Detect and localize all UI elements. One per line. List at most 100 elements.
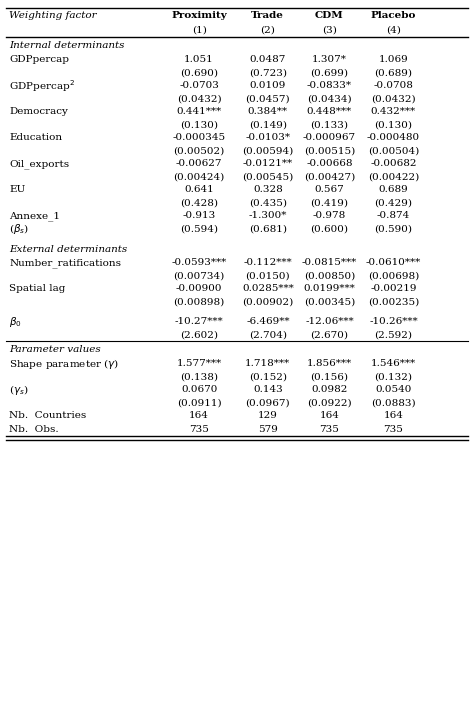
Text: (1): (1): [191, 26, 207, 35]
Text: 0.641: 0.641: [184, 185, 214, 194]
Text: Oil_exports: Oil_exports: [9, 159, 70, 169]
Text: -0.0815***: -0.0815***: [302, 258, 357, 268]
Text: (2.602): (2.602): [180, 330, 218, 340]
Text: (0.0911): (0.0911): [177, 398, 221, 407]
Text: (0.681): (0.681): [249, 225, 287, 233]
Text: 0.0109: 0.0109: [250, 81, 286, 90]
Text: (0.0457): (0.0457): [246, 94, 290, 103]
Text: -0.000480: -0.000480: [367, 133, 420, 142]
Text: (0.419): (0.419): [310, 198, 348, 208]
Text: -10.27***: -10.27***: [175, 317, 223, 326]
Text: (0.00515): (0.00515): [304, 146, 355, 155]
Text: 1.577***: 1.577***: [176, 359, 222, 369]
Text: (2.670): (2.670): [310, 330, 348, 340]
Text: (0.00424): (0.00424): [173, 172, 225, 181]
Text: (3): (3): [322, 26, 337, 35]
Text: (0.00345): (0.00345): [304, 297, 355, 306]
Text: (0.00850): (0.00850): [304, 271, 355, 280]
Text: 0.567: 0.567: [315, 185, 344, 194]
Text: -0.00682: -0.00682: [370, 160, 417, 168]
Text: (0.00235): (0.00235): [368, 297, 419, 306]
Text: Democracy: Democracy: [9, 107, 68, 116]
Text: (0.690): (0.690): [180, 68, 218, 77]
Text: (0.689): (0.689): [374, 68, 412, 77]
Text: (0.130): (0.130): [374, 120, 412, 129]
Text: Nb.  Obs.: Nb. Obs.: [9, 425, 59, 433]
Text: -0.0103*: -0.0103*: [246, 133, 290, 142]
Text: (0.723): (0.723): [249, 68, 287, 77]
Text: (0.00427): (0.00427): [304, 172, 355, 181]
Text: (0.00698): (0.00698): [368, 271, 419, 280]
Text: (4): (4): [386, 26, 401, 35]
Text: -0.000345: -0.000345: [173, 133, 226, 142]
Text: 0.0285***: 0.0285***: [242, 285, 294, 293]
Text: -0.0121**: -0.0121**: [243, 160, 293, 168]
Text: -0.00900: -0.00900: [176, 285, 222, 293]
Text: Proximity: Proximity: [171, 11, 227, 20]
Text: -12.06***: -12.06***: [305, 317, 354, 326]
Text: 0.0540: 0.0540: [375, 385, 411, 394]
Text: -0.00627: -0.00627: [176, 160, 222, 168]
Text: (0.00545): (0.00545): [242, 172, 293, 181]
Text: (0.594): (0.594): [180, 225, 218, 233]
Text: (0.133): (0.133): [310, 120, 348, 129]
Text: (0.590): (0.590): [374, 225, 412, 233]
Text: -0.913: -0.913: [182, 211, 216, 220]
Text: $\beta_0$: $\beta_0$: [9, 315, 22, 329]
Text: Weighting factor: Weighting factor: [9, 11, 97, 20]
Text: Trade: Trade: [251, 11, 284, 20]
Text: 0.689: 0.689: [379, 185, 408, 194]
Text: -10.26***: -10.26***: [369, 317, 418, 326]
Text: (2): (2): [260, 26, 275, 35]
Text: (0.00594): (0.00594): [242, 146, 293, 155]
Text: (0.0432): (0.0432): [177, 94, 221, 103]
Text: -0.00219: -0.00219: [370, 285, 417, 293]
Text: CDM: CDM: [315, 11, 344, 20]
Text: External determinants: External determinants: [9, 244, 128, 253]
Text: Education: Education: [9, 133, 63, 142]
Text: 735: 735: [189, 425, 209, 433]
Text: Parameter values: Parameter values: [9, 345, 101, 354]
Text: 0.432***: 0.432***: [371, 107, 416, 116]
Text: 735: 735: [319, 425, 339, 433]
Text: (0.130): (0.130): [180, 120, 218, 129]
Text: (0.600): (0.600): [310, 225, 348, 233]
Text: ($\gamma_s$): ($\gamma_s$): [9, 383, 29, 397]
Text: -0.874: -0.874: [377, 211, 410, 220]
Text: (0.156): (0.156): [310, 372, 348, 381]
Text: -0.0833*: -0.0833*: [307, 81, 352, 90]
Text: (0.0434): (0.0434): [307, 94, 352, 103]
Text: 0.384**: 0.384**: [248, 107, 288, 116]
Text: Internal determinants: Internal determinants: [9, 42, 125, 51]
Text: 1.051: 1.051: [184, 55, 214, 64]
Text: Nb.  Countries: Nb. Countries: [9, 412, 87, 420]
Text: -0.000967: -0.000967: [303, 133, 356, 142]
Text: 735: 735: [383, 425, 403, 433]
Text: -0.0610***: -0.0610***: [366, 258, 421, 268]
Text: -6.469**: -6.469**: [246, 317, 290, 326]
Text: (0.0883): (0.0883): [371, 398, 416, 407]
Text: 164: 164: [189, 412, 209, 420]
Text: GDPpercap$^2$: GDPpercap$^2$: [9, 78, 75, 94]
Text: 579: 579: [258, 425, 278, 433]
Text: 0.448***: 0.448***: [307, 107, 352, 116]
Text: (0.428): (0.428): [180, 198, 218, 208]
Text: (0.00902): (0.00902): [242, 297, 293, 306]
Text: (0.00504): (0.00504): [368, 146, 419, 155]
Text: (0.152): (0.152): [249, 372, 287, 381]
Text: 0.441***: 0.441***: [176, 107, 222, 116]
Text: -0.00668: -0.00668: [306, 160, 353, 168]
Text: 0.143: 0.143: [253, 385, 283, 394]
Text: (0.0967): (0.0967): [246, 398, 290, 407]
Text: -1.300*: -1.300*: [249, 211, 287, 220]
Text: (0.00898): (0.00898): [173, 297, 225, 306]
Text: (0.00734): (0.00734): [173, 271, 225, 280]
Text: (0.0432): (0.0432): [371, 94, 416, 103]
Text: (0.132): (0.132): [374, 372, 412, 381]
Text: 164: 164: [383, 412, 403, 420]
Text: 1.856***: 1.856***: [307, 359, 352, 369]
Text: -0.978: -0.978: [313, 211, 346, 220]
Text: -0.0593***: -0.0593***: [172, 258, 227, 268]
Text: (0.699): (0.699): [310, 68, 348, 77]
Text: GDPpercap: GDPpercap: [9, 55, 70, 64]
